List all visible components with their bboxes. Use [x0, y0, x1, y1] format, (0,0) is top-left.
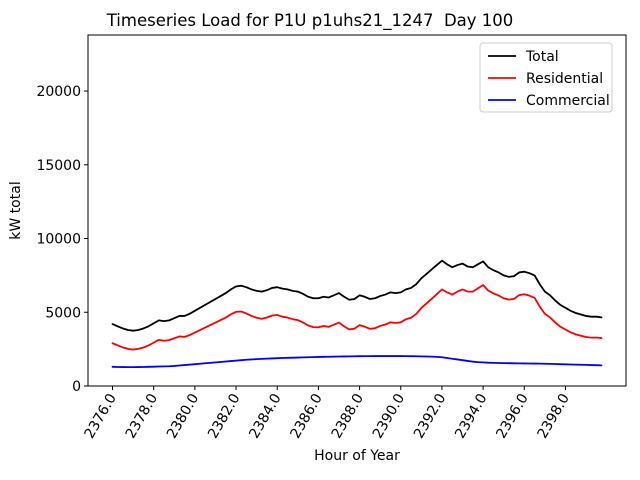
y-tick-label: 10000: [36, 232, 81, 248]
y-tick-label: 20000: [36, 84, 81, 100]
x-axis-label: Hour of Year: [314, 448, 400, 464]
y-tick-label: 0: [72, 379, 81, 395]
legend-box: [479, 42, 613, 113]
series-line-total: [111, 259, 603, 332]
y-axis-label: kW total: [8, 181, 24, 239]
axes-frame: [87, 34, 627, 387]
legend-label-commercial: Commercial: [526, 93, 610, 109]
y-tick-label: 15000: [36, 158, 81, 174]
series-line-commercial: [111, 355, 603, 369]
chart-title: Timeseries Load for P1U p1uhs21_1247 Day…: [106, 11, 514, 31]
legend-label-residential: Residential: [526, 71, 603, 87]
legend-label-total: Total: [525, 49, 559, 65]
series-line-residential: [111, 284, 603, 351]
y-tick-label: 5000: [45, 305, 81, 321]
